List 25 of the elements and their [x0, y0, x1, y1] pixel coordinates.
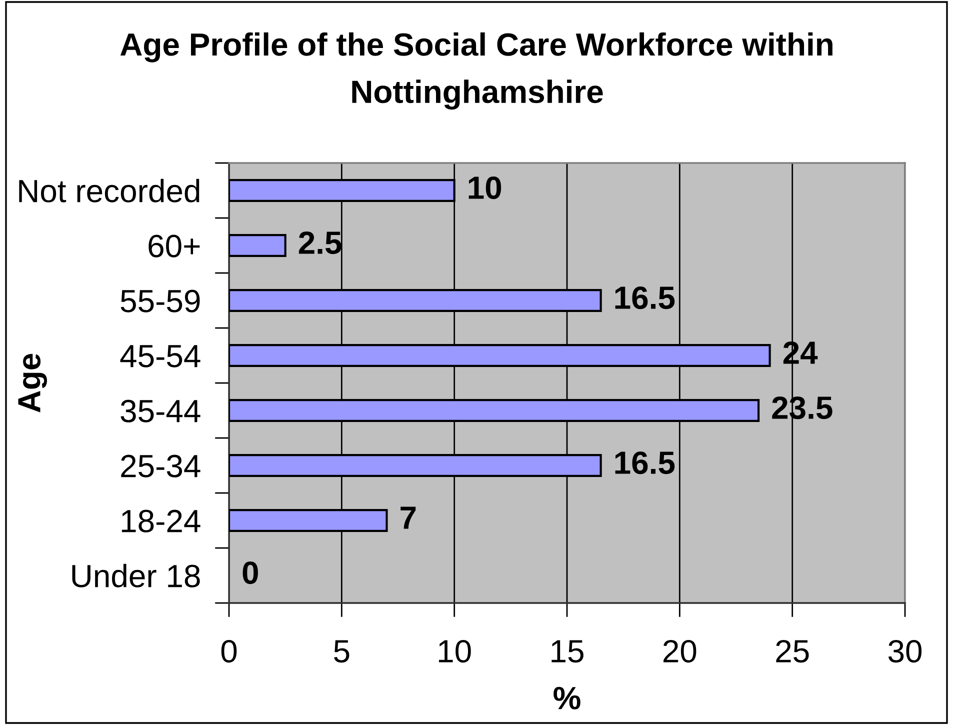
data-label: 16.5 [615, 286, 675, 310]
y-tick-label: Not recorded [19, 178, 200, 202]
y-tick-label: 35-44 [120, 400, 200, 422]
y-tick-label: 55-59 [120, 290, 200, 312]
data-label: 0 [242, 561, 258, 584]
y-tick-label: Under 18 [72, 564, 200, 588]
data-label: 7 [400, 506, 416, 529]
x-tick-label: 5 [334, 640, 350, 663]
x-tick-label: 10 [439, 640, 471, 663]
y-tick-label: 60+ [148, 234, 200, 258]
data-label: 2.5 [298, 231, 342, 254]
y-tick-label: 45-54 [120, 345, 200, 368]
data-label: 10 [468, 176, 502, 200]
x-tick-label: 0 [221, 640, 237, 663]
data-label: 16.5 [615, 451, 675, 474]
x-tick-label: 30 [888, 640, 922, 663]
x-tick-label: 15 [552, 640, 584, 663]
x-tick-label: 20 [664, 640, 696, 663]
y-axis-title: Age [18, 354, 47, 412]
x-axis-title: % [554, 686, 580, 710]
x-tick-label: 25 [776, 640, 809, 663]
y-tick-label: 18-24 [122, 510, 200, 532]
bar [229, 234, 286, 257]
chart-title: Age Profile of the Social Care Workforce within Nottinghamshire [120, 32, 832, 110]
y-tick-label: 25-34 [121, 454, 200, 478]
